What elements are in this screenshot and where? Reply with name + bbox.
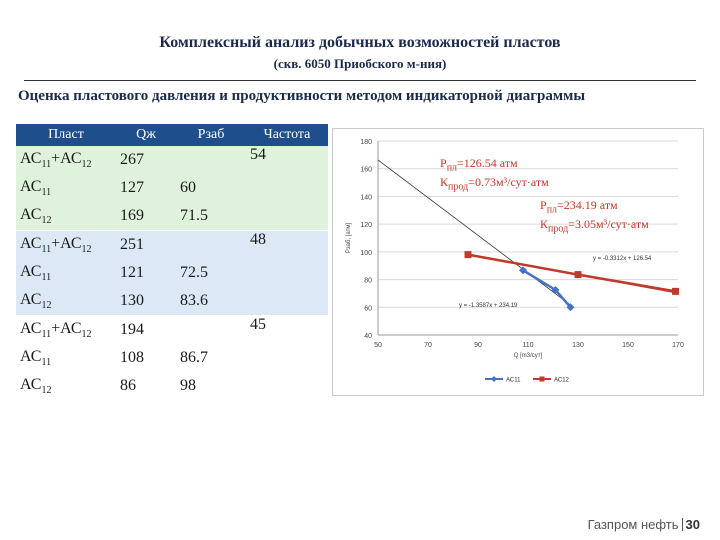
layer-cell: АС11+АС12	[16, 146, 116, 174]
x-tick-label: 70	[424, 342, 432, 349]
data-point-ac11	[551, 285, 560, 294]
p-cell: 86.7	[176, 344, 246, 372]
company-name: Газпром нефть	[587, 517, 679, 532]
p-cell	[176, 230, 246, 259]
y-tick-label: 160	[360, 167, 372, 174]
q-cell: 108	[116, 344, 176, 372]
x-axis-label: Q [m3/сут]	[514, 353, 543, 359]
q-cell: 169	[116, 202, 176, 231]
table-row: АС11+АС12 251 48	[16, 230, 328, 316]
y-axis-label: Рзаб, [атм]	[346, 223, 352, 254]
series-line-ac11	[522, 269, 572, 309]
title-divider	[24, 80, 696, 81]
y-tick-label: 60	[364, 305, 372, 312]
data-point-ac12	[672, 287, 679, 295]
q-cell: 251	[116, 230, 176, 259]
ac11-annotation: Рпл=126.54 атм Кпрод=0.73м³/сут·атм	[440, 156, 549, 193]
layer-cell: АС12	[16, 372, 116, 400]
x-tick-label: 50	[374, 342, 382, 349]
q-cell: 267	[116, 146, 176, 174]
p-cell: 98	[176, 372, 246, 400]
q-cell: 127	[116, 174, 176, 202]
p-cell: 71.5	[176, 202, 246, 231]
layer-cell: АС11	[16, 344, 116, 372]
legend-marker-ac12	[539, 376, 545, 382]
trendline-label-ac12: y = -0.3312x + 126.54	[593, 256, 652, 262]
p-cell: 60	[176, 174, 246, 202]
p-cell: 83.6	[176, 287, 246, 316]
indicator-chart: 40 60 80 100 120 140 160 180 50 70 90 110 130 150 170 Q…	[332, 128, 704, 396]
data-point-ac12	[464, 251, 472, 259]
header-q: Qж	[116, 124, 176, 146]
p-cell: 72.5	[176, 259, 246, 287]
x-tick-label: 130	[572, 342, 584, 349]
p-cell	[176, 315, 246, 344]
layer-cell: АС11+АС12	[16, 230, 116, 259]
ac12-annotation: Рпл=234.19 атм Кпрод=3.05м³/сут·атм	[540, 198, 649, 235]
page-number: 30	[685, 517, 700, 532]
header-p: Рзаб	[176, 124, 246, 146]
x-tick-label: 90	[474, 342, 482, 349]
header-frequency: Частота	[246, 124, 328, 146]
legend-marker-ac11	[491, 376, 497, 382]
legend-label-ac11: АС11	[506, 378, 521, 384]
layer-cell: АС11	[16, 174, 116, 202]
frequency-cell: 54	[246, 146, 328, 231]
y-tick-label: 120	[360, 222, 372, 229]
layer-cell: АС11	[16, 259, 116, 287]
q-cell: 86	[116, 372, 176, 400]
q-cell: 194	[116, 315, 176, 344]
x-tick-label: 170	[672, 342, 684, 349]
table-row: АС11+АС12 194 45	[16, 315, 328, 400]
footer-separator	[681, 518, 683, 531]
y-tick-label: 180	[360, 139, 372, 146]
table-row: АС12 169 71.5	[16, 202, 328, 231]
legend-label-ac12: АС12	[554, 378, 570, 384]
p-cell	[176, 146, 246, 174]
data-point-ac11	[566, 303, 575, 312]
frequency-cell: 48	[246, 230, 328, 316]
slide-subtitle: (скв. 6050 Приобского м-ния)	[273, 56, 447, 71]
layer-cell: АС12	[16, 287, 116, 316]
layer-cell: АС11+АС12	[16, 315, 116, 344]
table-row: АС12 130 83.6	[16, 287, 328, 316]
x-tick-label: 110	[522, 342, 533, 349]
table-row: АС12 86 98	[16, 372, 328, 400]
header-layer: Пласт	[16, 124, 116, 146]
y-tick-label: 140	[360, 194, 372, 201]
y-tick-label: 100	[360, 250, 372, 257]
slide-title: Комплексный анализ добычных возможностей…	[159, 34, 561, 51]
well-test-table: Пласт Qж Рзаб Частота АС11+АС12 267 54 АС11…	[16, 124, 328, 400]
table-row: АС11 108 86.7	[16, 344, 328, 372]
y-tick-label: 40	[364, 333, 372, 340]
q-cell: 121	[116, 259, 176, 287]
table-row: АС11+АС12 267 54	[16, 146, 328, 231]
section-heading: Оценка пластового давления и продуктивно…	[18, 88, 586, 104]
table-row: АС11 121 72.5	[16, 259, 328, 287]
table-row: АС11 127 60	[16, 174, 328, 202]
q-cell: 130	[116, 287, 176, 316]
indicator-chart-svg: 40 60 80 100 120 140 160 180 50 70 90 110 130 150 170 Q…	[346, 139, 684, 384]
data-point-ac11	[519, 266, 527, 275]
footer: Газпром нефть 30	[588, 517, 700, 532]
y-tick-label: 80	[364, 278, 372, 285]
frequency-cell: 45	[246, 315, 328, 400]
layer-cell: АС12	[16, 202, 116, 231]
trendline-label-ac11: y = -1.3587x + 234.19	[459, 303, 518, 309]
x-tick-label: 150	[622, 342, 634, 349]
data-point-ac12	[574, 271, 582, 279]
table-body: АС11+АС12 267 54 АС11 127 60 АС12 169 71.5 АС11+А…	[16, 146, 328, 400]
